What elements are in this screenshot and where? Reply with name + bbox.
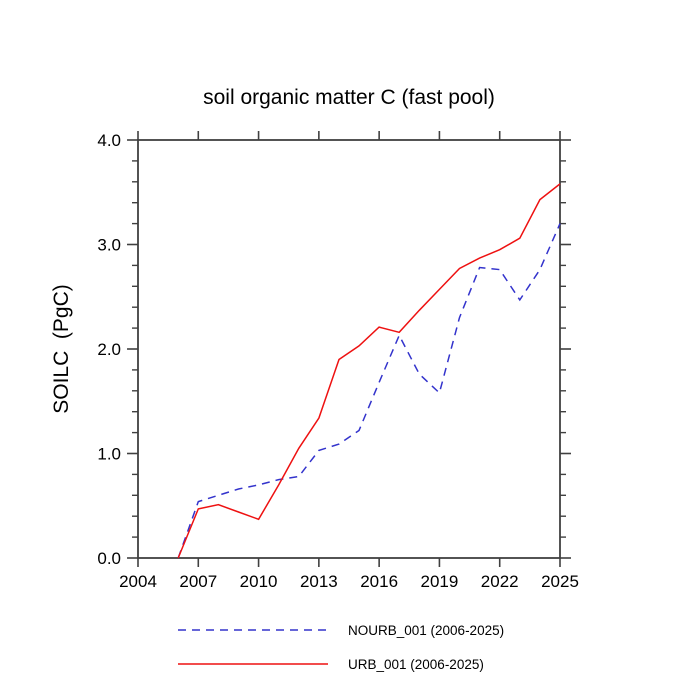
legend-row-urb: URB_001 (2006-2025) [178, 647, 504, 681]
y-tick-label: 1.0 [97, 445, 121, 464]
y-tick-label: 3.0 [97, 236, 121, 255]
x-tick-label: 2022 [481, 572, 519, 591]
legend-row-nourb: NOURB_001 (2006-2025) [178, 613, 504, 647]
solid-line-sample [178, 663, 328, 665]
legend-label-nourb: NOURB_001 (2006-2025) [348, 622, 505, 638]
y-tick-label: 0.0 [97, 549, 121, 568]
x-tick-label: 2013 [300, 572, 338, 591]
dashed-line-sample [178, 629, 328, 631]
x-tick-label: 2016 [360, 572, 398, 591]
y-tick-label: 2.0 [97, 340, 121, 359]
series-line-nourb_001 [177, 223, 561, 559]
x-tick-label: 2010 [240, 572, 278, 591]
legend: NOURB_001 (2006-2025) URB_001 (2006-2025… [178, 613, 504, 681]
x-tick-label: 2004 [119, 572, 157, 591]
legend-label-urb: URB_001 (2006-2025) [348, 656, 484, 672]
x-tick-label: 2025 [541, 572, 579, 591]
series-line-urb_001 [177, 183, 561, 559]
x-tick-label: 2019 [421, 572, 459, 591]
x-tick-label: 2007 [179, 572, 217, 591]
y-tick-label: 4.0 [97, 131, 121, 150]
chart-title: soil organic matter C (fast pool) [203, 86, 495, 109]
plot-frame [137, 139, 561, 559]
